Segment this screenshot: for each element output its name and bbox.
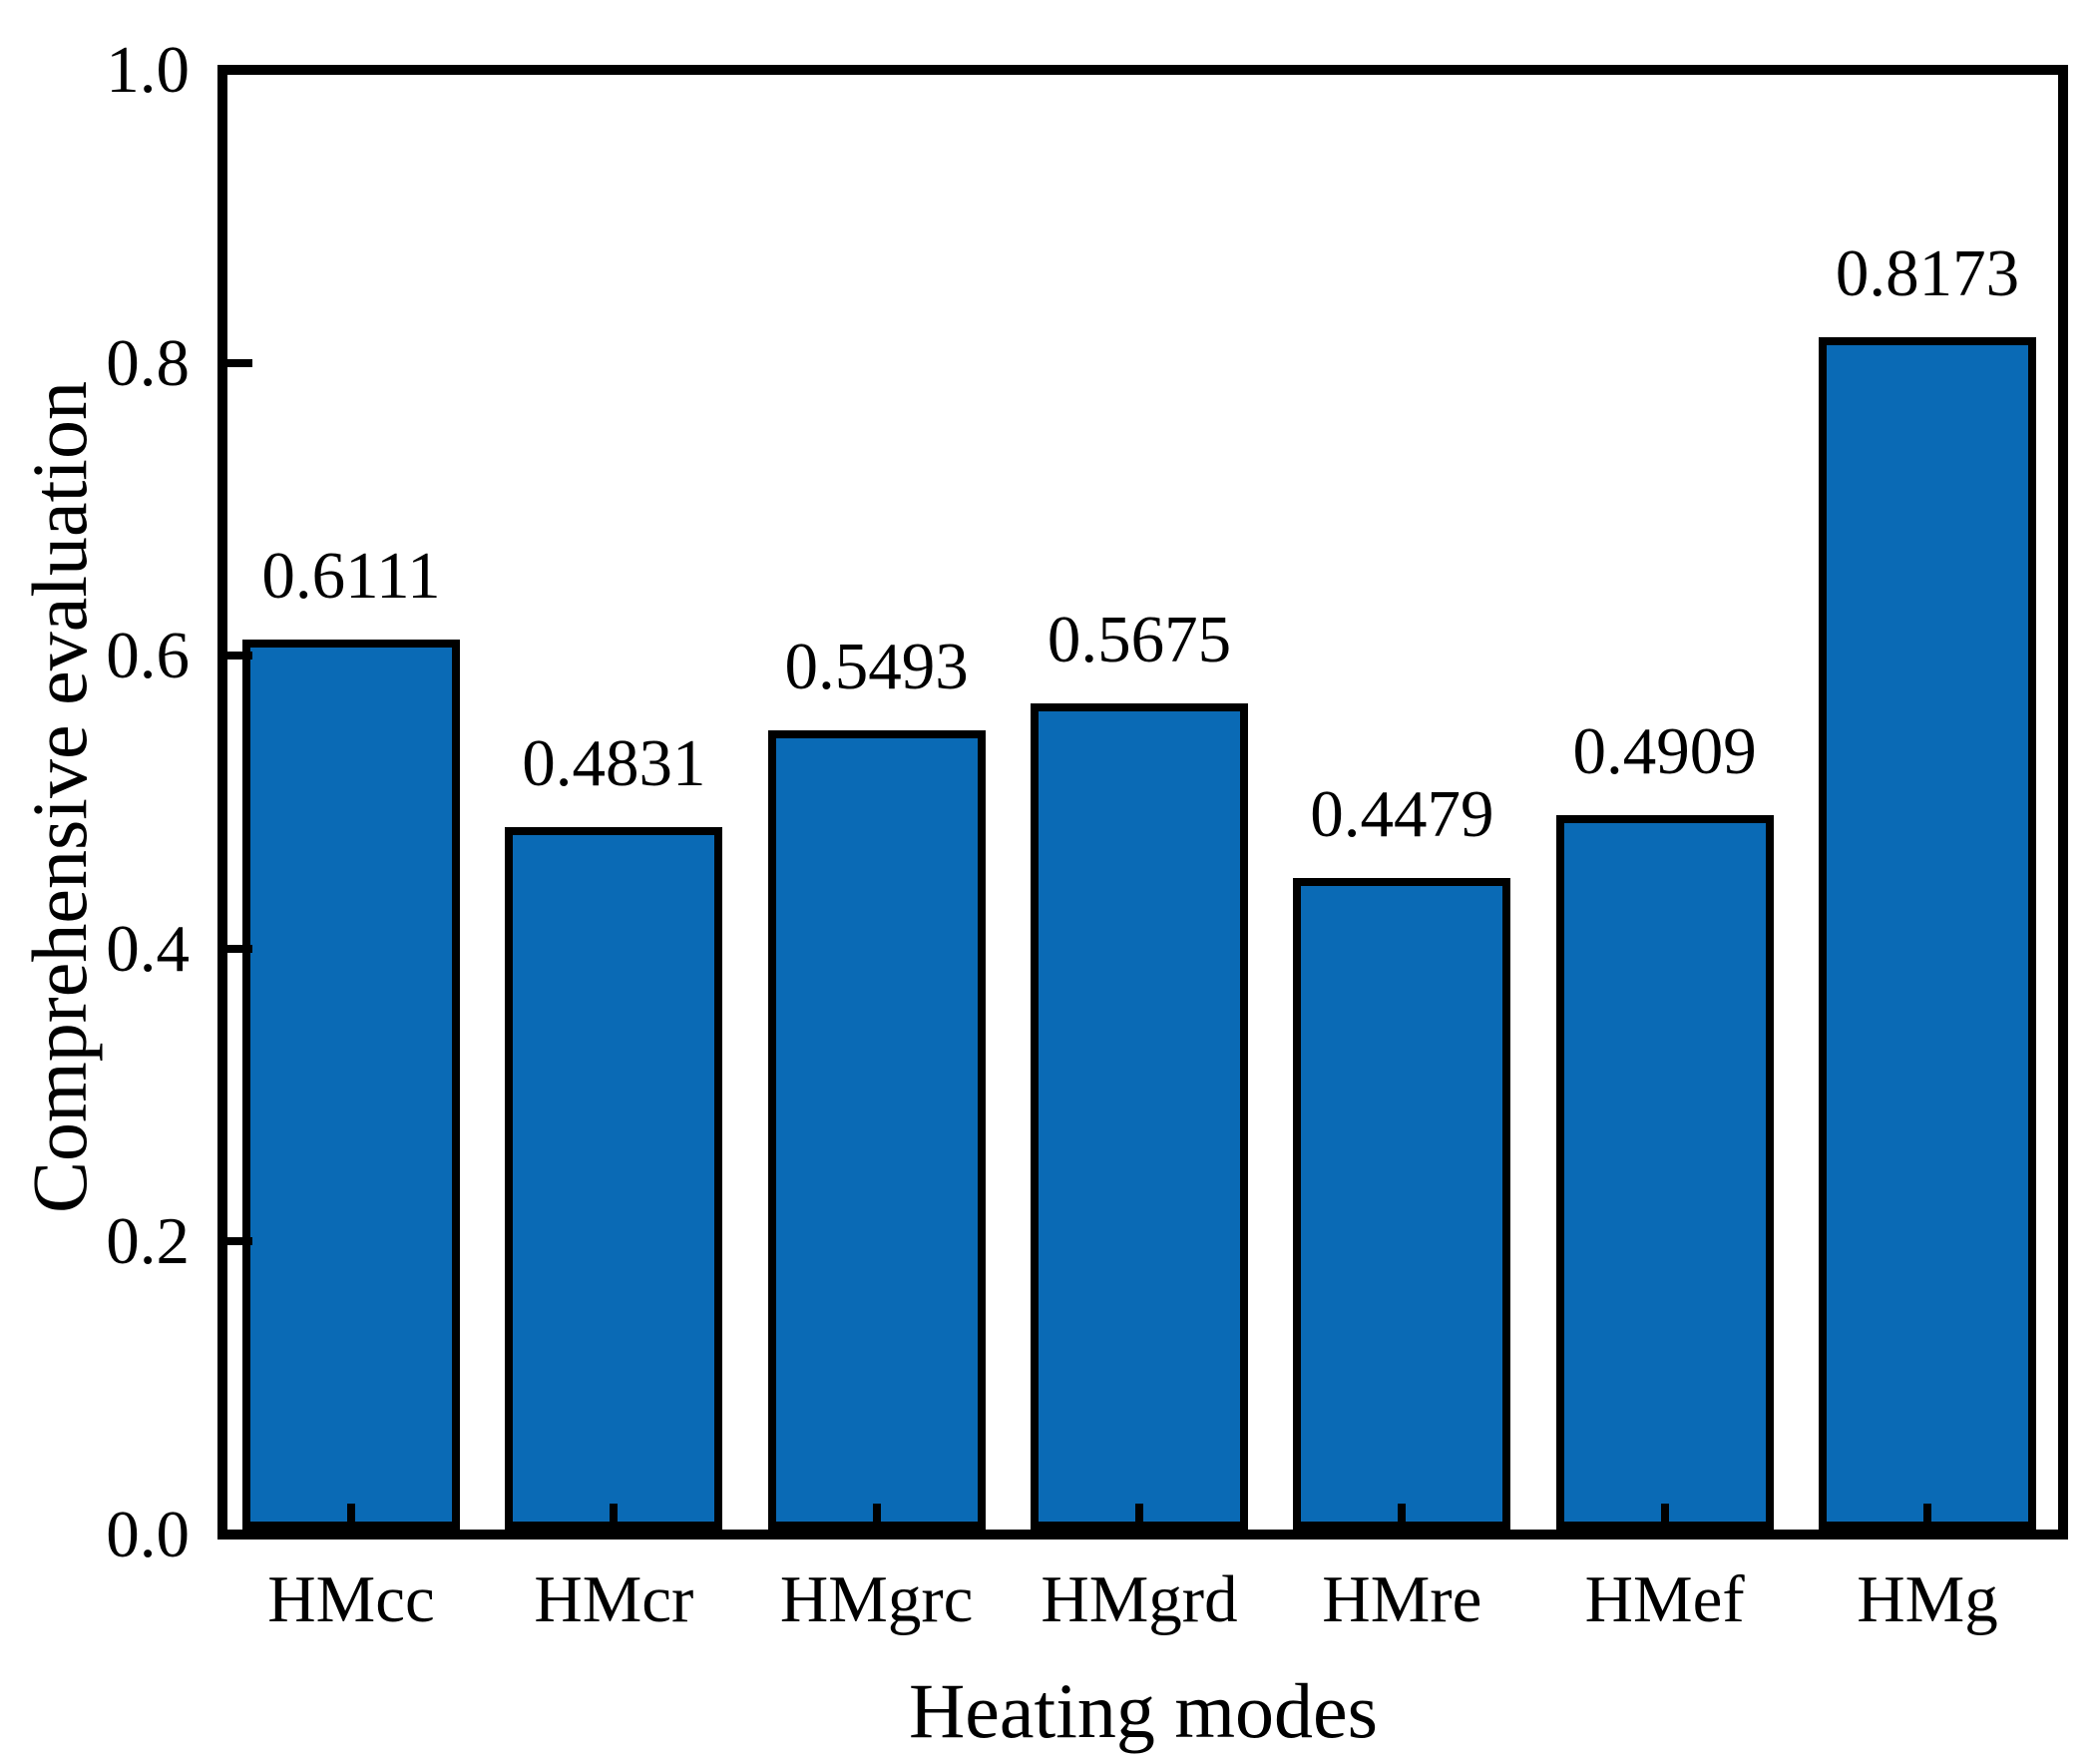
bar-HMgrd [1030,702,1248,1530]
x-axis-title: Heating modes [908,1667,1379,1754]
bar-value-label-HMre: 0.4479 [1310,777,1494,852]
y-tick-label-1.0: 1.0 [106,33,190,107]
y-tick-label-0.0: 0.0 [106,1498,190,1571]
x-tick-label-HMg: HMg [1857,1562,1998,1636]
x-tick-label-HMef: HMef [1584,1562,1745,1636]
x-axis-tick-HMgrd [1134,1504,1143,1530]
x-axis-tick-HMcc [347,1504,355,1530]
bar-value-label-HMcc: 0.6111 [261,538,441,613]
bar-HMcc [242,639,460,1530]
x-axis-tick-HMg [1922,1504,1931,1530]
bar-HMgrc [767,729,986,1530]
bar-HMcr [505,826,723,1530]
y-axis-tick-0.8 [227,358,252,367]
x-axis-tick-HMcr [610,1504,619,1530]
y-axis-title: Comprehensive evaluation [16,381,103,1213]
x-tick-label-HMcc: HMcc [267,1562,435,1636]
y-axis-tick-0.4 [227,944,252,953]
x-tick-label-HMcr: HMcr [534,1562,694,1636]
bar-value-label-HMgrd: 0.5675 [1047,602,1232,676]
bar-value-label-HMef: 0.4909 [1572,714,1757,789]
bar-value-label-HMg: 0.8173 [1835,236,2020,311]
y-axis-tick-0.2 [227,1237,252,1246]
bar-HMg [1818,337,2036,1530]
x-tick-label-HMre: HMre [1322,1562,1482,1636]
bar-HMef [1555,815,1774,1530]
x-tick-label-HMgrc: HMgrc [779,1562,974,1636]
y-tick-label-0.4: 0.4 [106,911,190,986]
bar-value-label-HMcr: 0.4831 [522,725,706,800]
y-tick-label-0.2: 0.2 [106,1204,190,1279]
bar-HMre [1293,878,1511,1530]
x-axis-tick-HMre [1398,1504,1407,1530]
x-axis-tick-HMgrc [872,1504,881,1530]
y-tick-label-0.8: 0.8 [106,325,190,400]
y-tick-label-0.6: 0.6 [106,619,190,693]
x-tick-label-HMgrd: HMgrd [1041,1562,1238,1636]
x-axis-tick-HMef [1660,1504,1669,1530]
y-axis-tick-0.6 [227,652,252,661]
bar-value-label-HMgrc: 0.5493 [784,629,969,703]
plot-area: 0.6111 0.4831 0.5493 0.5675 0.4479 0.4909 0.81… [217,65,2068,1540]
